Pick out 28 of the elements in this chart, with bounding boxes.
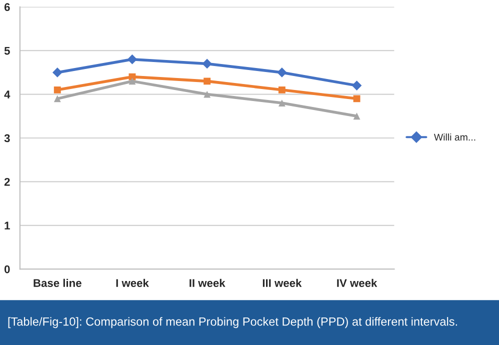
point <box>353 95 360 102</box>
y-tick-label: 2 <box>4 178 10 186</box>
y-tick-label: 5 <box>4 46 10 55</box>
y-tick-label: 3 <box>4 134 10 142</box>
point <box>277 68 287 78</box>
point <box>353 112 360 120</box>
x-tick-label: Base line <box>34 278 82 287</box>
point <box>54 86 61 94</box>
point <box>278 86 286 94</box>
y-tick-label: 4 <box>4 90 10 98</box>
point <box>204 90 211 98</box>
y-tick-label: 0 <box>4 265 10 274</box>
x-tick-label: II week <box>190 278 226 287</box>
legend-label: Willi am... <box>434 133 476 141</box>
point <box>202 58 212 69</box>
y-tick-label: 1 <box>4 222 10 230</box>
x-tick-label: IV week <box>337 278 378 287</box>
y-tick-label: 6 <box>4 3 10 12</box>
point <box>278 100 286 107</box>
x-tick-label: I week <box>116 278 149 287</box>
point <box>127 54 138 64</box>
text: [Table/Fig-10]: Comparison of mean Probing Pocket Depth (PPD) at different intervals. <box>8 317 457 328</box>
point <box>54 95 61 102</box>
point <box>352 80 362 90</box>
point <box>204 78 211 85</box>
x-tick-label: III week <box>262 278 302 287</box>
point <box>128 78 136 85</box>
point <box>52 68 62 78</box>
